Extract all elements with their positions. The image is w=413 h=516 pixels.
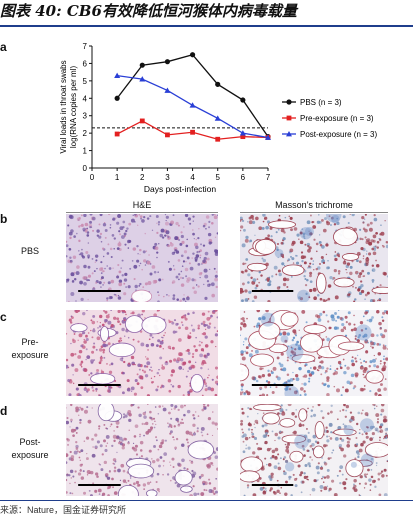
- panel-d-letter: d: [0, 404, 8, 418]
- legend-marker: [286, 99, 292, 105]
- masson-header-line: [240, 212, 388, 213]
- masson-column-header: Masson’s trichrome: [275, 200, 353, 210]
- data-point: [139, 62, 145, 68]
- data-point: [240, 97, 246, 103]
- source-note: 来源：Nature，国金证券研究所: [0, 505, 127, 515]
- y-axis-label: Viral loads in throat swabs: [59, 60, 68, 153]
- data-point: [215, 81, 221, 87]
- y-tick-label: 1: [83, 147, 88, 156]
- data-point: [265, 134, 271, 140]
- micrograph-masson-pre-exposure: [240, 310, 388, 396]
- panel-a-letter: a: [0, 40, 7, 54]
- x-axis-label: Days post-infection: [144, 184, 217, 194]
- y-tick-label: 5: [83, 77, 88, 86]
- data-point: [114, 95, 120, 101]
- legend-label: Pre-exposure (n = 3): [300, 114, 374, 123]
- x-tick-label: 1: [115, 173, 120, 182]
- x-tick-label: 4: [190, 173, 195, 182]
- data-point: [139, 76, 146, 82]
- legend-label: Post-exposure (n = 3): [300, 130, 377, 139]
- x-tick-label: 7: [266, 173, 271, 182]
- legend-label: PBS (n = 3): [300, 98, 342, 107]
- micrograph-he-pbs: [66, 214, 218, 302]
- micrograph-masson-pbs: [240, 214, 388, 302]
- y-tick-label: 7: [83, 42, 88, 51]
- x-tick-label: 3: [165, 173, 170, 182]
- legend-marker: [286, 115, 292, 121]
- he-column-header: H&E: [132, 200, 152, 210]
- x-tick-label: 0: [90, 173, 95, 182]
- data-point: [214, 115, 221, 121]
- y-axis-label: log(RNA copies per ml): [69, 66, 78, 149]
- data-point: [189, 52, 196, 58]
- data-point: [165, 132, 170, 138]
- series-line: [116, 53, 269, 137]
- figure-title: 图表 40: CB6有效降低恒河猴体内病毒载量: [0, 2, 297, 20]
- micrograph-masson-post-exposure: [240, 404, 388, 496]
- data-point: [240, 134, 246, 140]
- y-tick-label: 3: [83, 112, 88, 121]
- row-label-pbs: PBS: [20, 246, 39, 256]
- row-label-pre-exposure: Pre- exposure: [11, 337, 49, 360]
- viral-load-chart: 0 1 2 3 4 5 6 7 0 1 2 3 4 5 6 7 Days post-infection Viral…: [59, 42, 377, 194]
- data-point: [164, 59, 171, 65]
- y-tick-label: 6: [83, 59, 88, 68]
- data-point: [139, 118, 145, 124]
- data-point: [114, 131, 120, 137]
- he-header-line: [66, 212, 218, 213]
- data-point: [239, 130, 246, 136]
- data-point: [114, 72, 121, 79]
- bottom-rule: [0, 500, 413, 501]
- micrograph-he-post-exposure: [66, 404, 218, 496]
- x-tick-label: 6: [241, 173, 246, 182]
- data-point: [189, 102, 196, 108]
- micrograph-he-pre-exposure: [66, 310, 218, 396]
- row-label-post-exposure: Post- exposure: [11, 437, 49, 460]
- panel-c-letter: c: [0, 310, 7, 324]
- y-tick-label: 0: [83, 164, 88, 173]
- legend-marker: [286, 131, 292, 137]
- title-rule: [0, 25, 413, 27]
- data-point: [190, 129, 195, 135]
- data-point: [164, 87, 171, 93]
- y-tick-label: 4: [83, 94, 88, 103]
- x-tick-label: 2: [140, 173, 145, 182]
- panel-b-letter: b: [0, 212, 8, 226]
- x-tick-label: 5: [215, 173, 220, 182]
- y-tick-label: 2: [83, 129, 88, 138]
- data-point: [215, 136, 221, 142]
